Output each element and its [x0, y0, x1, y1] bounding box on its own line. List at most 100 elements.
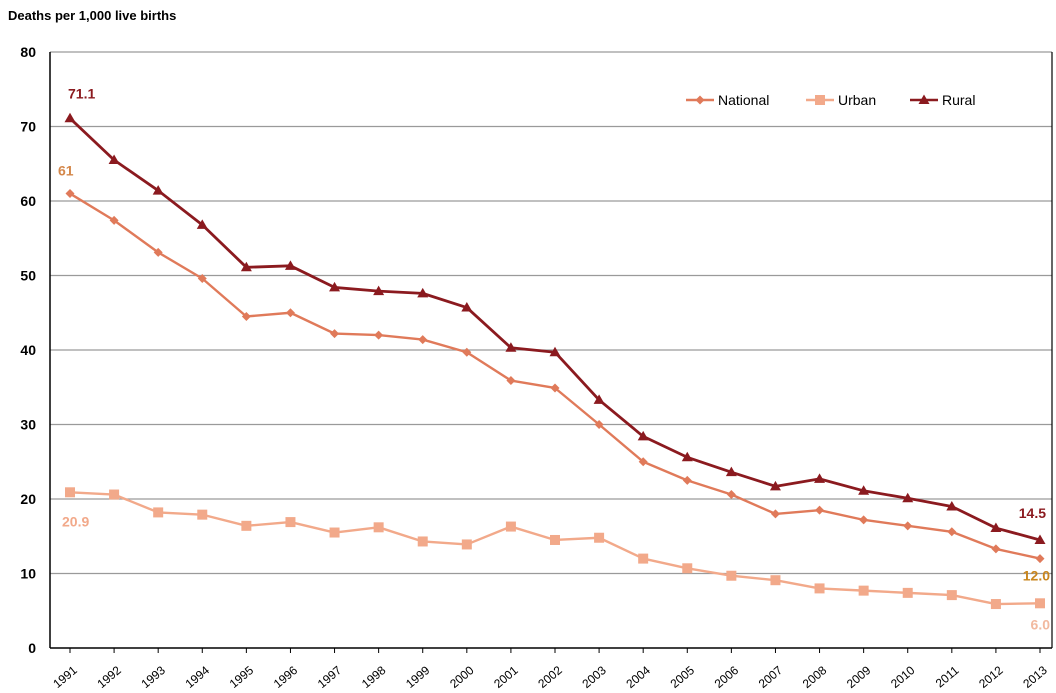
data-point-rural [681, 451, 693, 462]
data-point-rural [461, 302, 473, 312]
x-tick-label: 2000 [447, 663, 477, 691]
x-tick-label: 1993 [138, 663, 168, 691]
x-tick-label: 2013 [1020, 663, 1050, 691]
series-rural [64, 112, 1046, 544]
data-point-national [197, 273, 207, 283]
data-point-rural [417, 287, 429, 298]
legend-item-urban: Urban [806, 92, 876, 108]
y-tick-labels: 0 10 20 30 40 50 60 70 80 [20, 44, 36, 656]
data-point-national [726, 490, 736, 500]
x-tick-label: 2002 [535, 663, 565, 691]
data-point-rural [769, 480, 781, 491]
data-point-rural [284, 260, 296, 270]
data-point-rural [858, 485, 870, 495]
x-tick-labels: 1991 1992 1993 1994 1995 1996 1997 1998 1999 2000… [50, 648, 1050, 691]
legend-item-national: National [686, 92, 769, 108]
data-point-rural [902, 492, 914, 503]
legend-label: National [718, 92, 769, 108]
data-point-national [153, 247, 163, 257]
data-point-urban [329, 527, 340, 538]
data-point-national [903, 521, 913, 531]
data-point-urban [65, 487, 75, 498]
data-point-urban [505, 521, 516, 532]
data-point-rural [593, 394, 605, 404]
data-point-urban [1035, 598, 1045, 609]
x-tick-label: 2010 [888, 663, 918, 691]
data-point-urban [153, 507, 164, 518]
data-point-rural [240, 261, 252, 272]
data-point-urban [682, 563, 693, 574]
data-point-urban [770, 575, 781, 586]
data-point-national [550, 383, 560, 393]
data-point-rural [505, 342, 517, 352]
data-point-rural [946, 500, 958, 511]
data-point-national [330, 329, 340, 339]
x-tick-label: 2005 [668, 663, 698, 691]
data-point-rural [64, 112, 76, 123]
data-point-urban [726, 570, 737, 581]
y-tick-label: 40 [20, 342, 36, 358]
y-tick-label: 50 [20, 268, 36, 284]
data-point-urban [461, 539, 472, 550]
data-label: 6.0 [1031, 616, 1051, 632]
data-point-urban [858, 585, 869, 596]
data-label: 20.9 [62, 513, 89, 529]
series-lines [64, 112, 1046, 610]
x-tick-label: 2004 [623, 663, 653, 691]
x-tick-label: 2012 [976, 663, 1006, 691]
y-tick-label: 70 [20, 119, 36, 135]
data-point-national [1035, 554, 1045, 564]
x-tick-label: 2011 [933, 663, 962, 691]
legend-marker-rural [918, 94, 930, 104]
data-point-rural [108, 154, 120, 165]
series-line-urban [69, 491, 1041, 606]
x-tick-label: 1992 [94, 663, 124, 691]
legend-marker-national [695, 95, 705, 105]
data-point-rural [549, 346, 561, 357]
data-point-national [682, 475, 692, 485]
series-national [65, 189, 1045, 564]
data-point-urban [946, 590, 957, 601]
y-axis-title: Deaths per 1,000 live births [8, 8, 176, 23]
data-point-urban [285, 517, 296, 528]
y-tick-label: 0 [28, 640, 36, 656]
data-point-national [991, 544, 1001, 554]
x-tick-label: 2001 [491, 663, 521, 691]
x-tick-label: 1999 [403, 663, 433, 691]
data-point-rural [990, 522, 1002, 533]
data-point-national [462, 347, 472, 357]
data-point-national [374, 330, 384, 340]
data-point-rural [814, 473, 826, 483]
legend-item-rural: Rural [910, 92, 975, 108]
x-tick-label: 2007 [756, 663, 786, 691]
legend-label: Urban [838, 92, 876, 108]
y-tick-label: 60 [20, 193, 36, 209]
data-point-national [506, 376, 516, 386]
data-label: 71.1 [68, 85, 95, 101]
data-label: 14.5 [1019, 505, 1046, 521]
data-point-rural [637, 430, 649, 441]
data-point-rural [196, 219, 208, 229]
data-point-national [285, 308, 295, 318]
data-point-urban [990, 599, 1001, 610]
x-tick-label: 2008 [800, 663, 830, 691]
data-point-urban [814, 583, 825, 594]
data-point-national [241, 311, 251, 321]
legend-label: Rural [942, 92, 975, 108]
data-point-urban [109, 489, 120, 500]
y-tick-label: 30 [20, 417, 36, 433]
data-point-rural [1034, 534, 1046, 544]
series-line-national [69, 192, 1041, 560]
data-point-national [638, 457, 648, 467]
x-tick-label: 1998 [359, 663, 389, 691]
data-label: 12.0 [1023, 568, 1050, 584]
y-tick-label: 80 [20, 44, 36, 60]
data-point-national [859, 515, 869, 525]
legend: National Urban Rural [686, 92, 975, 108]
x-tick-label: 2009 [844, 663, 874, 691]
x-tick-label: 1996 [271, 663, 301, 691]
x-tick-label: 1997 [315, 663, 345, 691]
gridlines [49, 51, 1053, 649]
data-point-national [65, 189, 75, 199]
